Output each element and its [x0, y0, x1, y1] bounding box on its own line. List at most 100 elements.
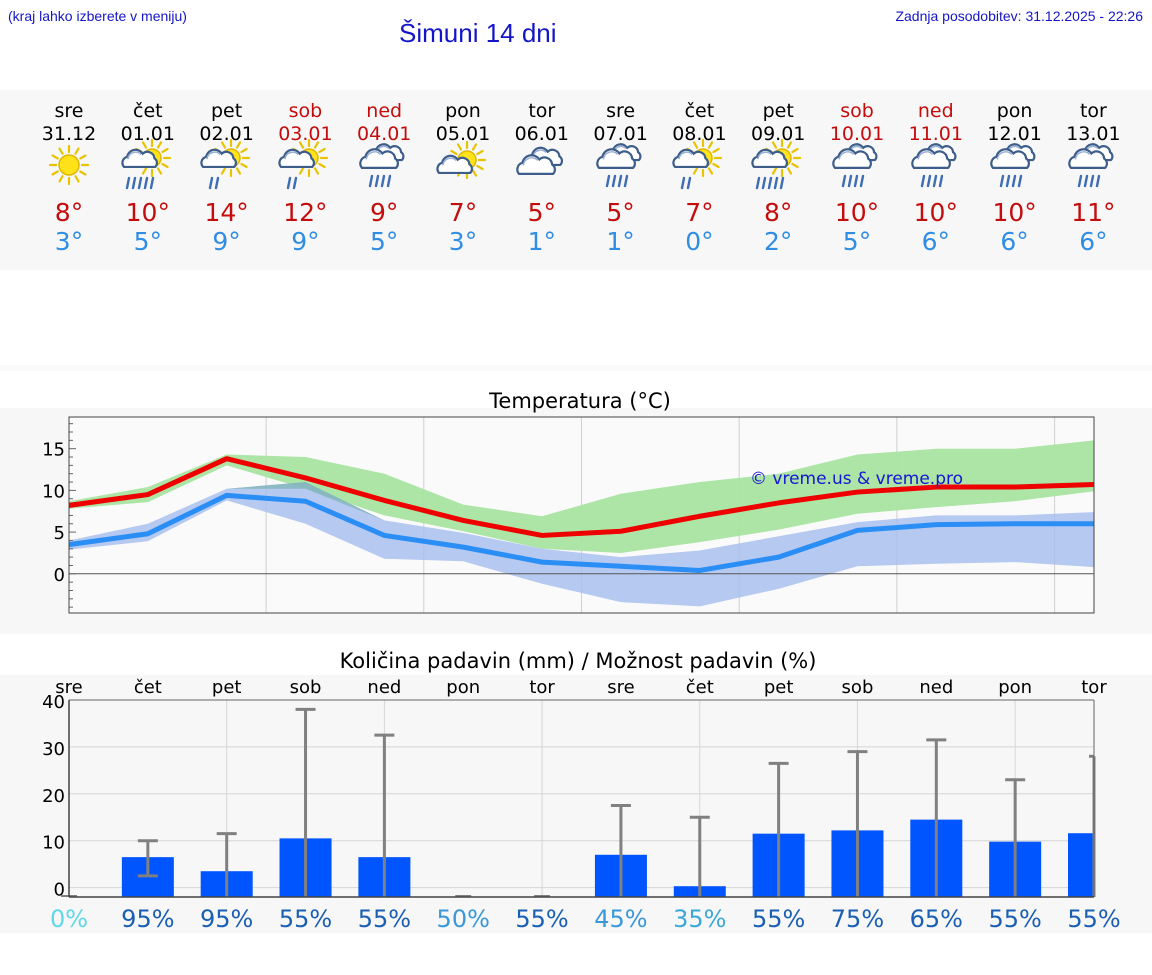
day-label: sre [607, 677, 634, 698]
min-temperature: 0° [685, 227, 714, 256]
precipitation-bar [1068, 833, 1094, 897]
max-temperature: 14° [204, 198, 249, 227]
precipitation-probability: 0% [50, 905, 88, 933]
day-label: tor [529, 677, 555, 698]
y-tick-label: 0 [54, 880, 65, 901]
y-tick-label: 5 [54, 523, 65, 544]
min-temperature: 6° [1079, 227, 1108, 256]
precipitation-probability: 55% [1067, 905, 1120, 933]
temperature-title: Temperatura (°C) [488, 389, 671, 413]
sun-cloud-icon [436, 140, 487, 180]
max-temperature-line [68, 456, 1095, 538]
day-date: 04.01 [356, 123, 412, 145]
min-temperature: 9° [212, 227, 241, 256]
precipitation-probability: 55% [358, 905, 411, 933]
max-temperature: 8° [763, 198, 793, 227]
min-temperature: 6° [1000, 227, 1029, 256]
plot-frame [68, 416, 1095, 614]
cloudy-icon [516, 146, 563, 175]
day-name: čet [684, 100, 715, 122]
precipitation-probability: 55% [988, 905, 1041, 933]
day-date: 05.01 [435, 123, 491, 145]
day-label: ned [367, 677, 401, 698]
max-temperature: 5° [606, 198, 635, 227]
day-name: tor [1079, 100, 1107, 122]
cloud-rain-icon [989, 143, 1036, 188]
day-name: tor [528, 100, 556, 122]
precipitation-chart: Količina padavin (mm) / Možnost padavin … [42, 649, 1121, 933]
max-temperature: 12° [283, 198, 328, 227]
max-temperature: 7° [448, 198, 478, 227]
precipitation-probability: 55% [752, 905, 805, 933]
sun-cloud-light-rain-icon [200, 138, 250, 190]
day-label: ned [919, 677, 953, 698]
cloud-rain-icon [595, 143, 642, 188]
precipitation-probability: 95% [200, 905, 253, 933]
max-temperature: 10° [834, 198, 880, 227]
max-temperature: 10° [125, 198, 170, 227]
menu-hint[interactable]: (kraj lahko izberete v meniju) [8, 8, 187, 24]
min-temperature: 3° [448, 227, 478, 256]
max-temperature: 7° [685, 198, 714, 227]
day-date: 11.01 [908, 123, 963, 145]
day-label: pet [212, 677, 242, 698]
day-name: sre [54, 100, 84, 122]
min-temperature: 5° [133, 227, 162, 256]
day-label: sob [290, 677, 322, 698]
max-temperature: 10° [913, 198, 958, 227]
separator [0, 365, 1152, 371]
precipitation-probability: 95% [121, 905, 174, 933]
watermark: © vreme.us & vreme.pro [750, 469, 963, 489]
precipitation-probability: 55% [515, 905, 568, 933]
precipitation-probability: 35% [673, 905, 726, 933]
precipitation-probability: 65% [910, 905, 963, 933]
day-date: 01.01 [120, 123, 175, 145]
precipitation-probability: 45% [594, 905, 647, 933]
day-name: ned [366, 100, 403, 122]
sunny-icon [48, 144, 90, 186]
precipitation-probability: 75% [831, 905, 884, 933]
day-name: pet [210, 100, 243, 122]
sun-cloud-rain-icon [751, 138, 802, 190]
min-temperature: 9° [291, 227, 320, 256]
max-temperature: 11° [1071, 198, 1116, 227]
day-name: ned [917, 100, 954, 122]
day-date: 02.01 [199, 123, 254, 145]
sun-cloud-light-rain-icon [278, 138, 329, 190]
day-date: 07.01 [593, 123, 648, 145]
min-temperature: 5° [842, 227, 872, 256]
y-tick-label: 20 [42, 786, 65, 807]
day-name: pon [445, 100, 481, 122]
day-label: čet [686, 677, 714, 698]
y-tick-label: 0 [54, 565, 65, 586]
day-label: pet [764, 677, 794, 698]
day-date: 10.01 [829, 123, 885, 145]
day-label: sob [842, 677, 874, 698]
precipitation-title: Količina padavin (mm) / Možnost padavin … [340, 649, 817, 673]
day-date: 06.01 [514, 123, 569, 145]
min-temperature-line [68, 492, 1094, 573]
day-date: 12.01 [987, 123, 1042, 145]
max-range-band [69, 440, 1094, 553]
max-temperature: 10° [992, 198, 1037, 227]
day-name: pet [762, 100, 794, 122]
y-tick-label: 10 [42, 833, 65, 854]
y-tick-label: 40 [42, 692, 65, 713]
min-temperature: 1° [606, 227, 635, 256]
day-label: pon [446, 677, 480, 698]
day-date: 08.01 [672, 123, 727, 145]
precipitation-probability: 55% [279, 905, 332, 933]
day-name: čet [133, 100, 163, 122]
max-temperature: 9° [369, 198, 399, 227]
max-temperature: 8° [54, 198, 84, 227]
min-temperature: 1° [527, 227, 556, 256]
cloud-rain-icon [832, 143, 878, 188]
day-name: pon [996, 100, 1033, 122]
min-range-band [69, 482, 1094, 607]
precipitation-probability: 50% [437, 905, 490, 933]
sun-cloud-light-rain-icon [672, 138, 723, 190]
min-temperature: 5° [369, 227, 399, 256]
min-temperature: 3° [54, 227, 84, 256]
y-tick-label: 15 [42, 440, 65, 461]
y-tick-label: 10 [42, 481, 65, 502]
